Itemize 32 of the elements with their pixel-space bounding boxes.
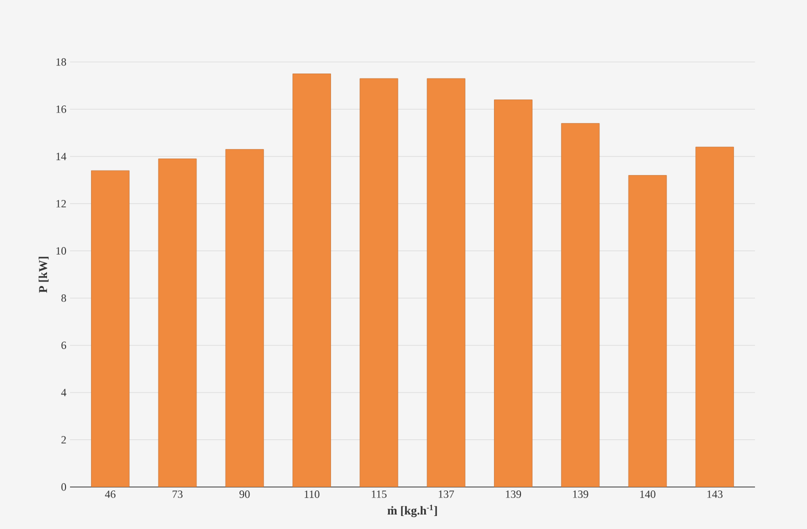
y-tick-label: 2: [61, 436, 66, 444]
bar: [360, 78, 398, 487]
y-tick-label: 10: [56, 247, 66, 255]
y-axis-title: P [kW]: [38, 256, 49, 293]
bar: [426, 78, 466, 487]
y-tick-label: 16: [56, 106, 66, 113]
x-tick-label: 140: [640, 490, 656, 498]
bar: [561, 123, 600, 487]
bar: [91, 170, 130, 487]
y-tick-label: 18: [56, 58, 66, 66]
y-tick-label: 0: [61, 483, 66, 491]
x-tick-label: 143: [707, 490, 723, 498]
x-tick-label: 139: [573, 490, 588, 498]
y-tick-label: 6: [61, 342, 66, 350]
bar: [292, 74, 331, 487]
y-tick-label: 8: [61, 294, 66, 302]
y-tick-label: 12: [56, 200, 66, 208]
y-tick-label: 4: [61, 388, 66, 396]
x-tick-label: 115: [372, 490, 387, 498]
bar: [225, 149, 264, 487]
bar: [628, 175, 667, 487]
x-tick-label: 137: [438, 490, 454, 498]
y-tick-label: 14: [56, 152, 66, 160]
x-tick-label: 139: [506, 490, 522, 498]
x-tick-label: 90: [239, 490, 250, 498]
x-tick-label: 110: [304, 490, 320, 498]
bar: [696, 146, 734, 487]
x-tick-label: 46: [105, 490, 116, 498]
x-tick-label: 73: [172, 490, 183, 498]
x-axis-title: ṁ [kg.h$^{-1}$]: [388, 504, 437, 518]
bar: [494, 100, 532, 487]
bar: [158, 158, 197, 487]
